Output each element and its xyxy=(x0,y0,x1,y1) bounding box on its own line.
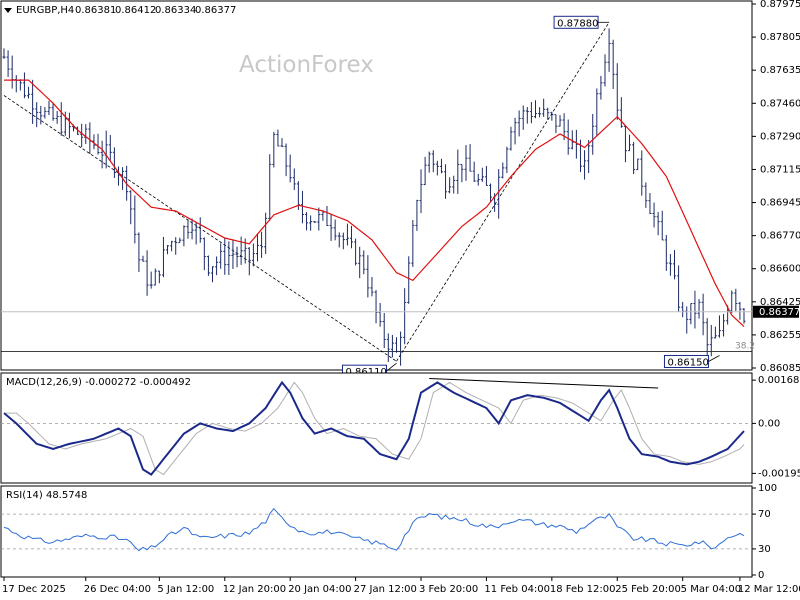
x-tick-label: 17 Dec 2025 xyxy=(2,584,66,595)
rsi-tick-label: 30 xyxy=(758,544,771,555)
x-tick-label: 27 Jan 12:00 xyxy=(354,584,417,595)
macd-tick-label: -0.001953 xyxy=(758,468,800,479)
macd-label: MACD(12,26,9) -0.000272 -0.000492 xyxy=(6,377,191,388)
rsi-tick-label: 0 xyxy=(758,570,764,581)
rsi-tick-label: 70 xyxy=(758,509,771,520)
header-open: 0.86381 xyxy=(75,5,116,16)
price-tick-label: 0.87460 xyxy=(760,98,800,109)
rsi-panel-frame xyxy=(0,485,753,578)
fib-level: 38.2 xyxy=(1,342,755,353)
x-tick-label: 18 Feb 12:00 xyxy=(550,584,616,595)
price-tick-label: 0.87115 xyxy=(760,164,800,175)
rsi-line xyxy=(3,507,745,552)
current-price-box xyxy=(753,305,799,318)
macd-tick-label: 0.00 xyxy=(758,418,780,429)
fib-label: 38.2 xyxy=(735,342,755,352)
price-tick-label: 0.86085 xyxy=(760,363,800,374)
price-annotation-label: 0.87880 xyxy=(557,18,598,29)
x-tick-label: 26 Dec 04:00 xyxy=(84,584,151,595)
macd-divergence-line xyxy=(429,378,659,389)
header-high: 0.86412 xyxy=(115,5,156,16)
x-axis: 17 Dec 2025 26 Dec 04:00 5 Jan 12:00 12 Jan… xyxy=(2,577,800,595)
x-tick-label: 12 Mar 12:00 xyxy=(738,584,800,595)
rsi-panel: RSI(14) 48.5748 100 70 30 0 xyxy=(0,483,777,581)
rsi-tick-label: 100 xyxy=(758,483,777,494)
current-price-marker: 0.86377 xyxy=(1,305,800,318)
x-tick-label: 5 Mar 04:00 xyxy=(681,584,741,595)
price-tick-label: 0.86425 xyxy=(760,297,800,308)
price-annotation-leader xyxy=(386,362,397,372)
price-tick-label: 0.87975 xyxy=(760,0,800,10)
moving-average xyxy=(4,79,745,328)
macd-y-axis: 0.001688 0.00 -0.001953 xyxy=(752,375,800,479)
price-tick-label: 0.87635 xyxy=(760,65,800,76)
x-tick-label: 12 Jan 20:00 xyxy=(223,584,286,595)
macd-panel: MACD(12,26,9) -0.000272 -0.000492 0.0016… xyxy=(0,372,800,484)
current-price-label: 0.86377 xyxy=(759,307,800,318)
x-tick-label: 25 Feb 20:00 xyxy=(615,584,681,595)
macd-lines xyxy=(1,378,752,476)
price-annotation-leader xyxy=(708,355,720,362)
x-tick-label: 3 Feb 20:00 xyxy=(419,584,478,595)
price-annotation-label: 0.86150 xyxy=(667,357,708,368)
price-tick-label: 0.86255 xyxy=(760,330,800,341)
macd-line xyxy=(3,380,745,476)
moving-average-line xyxy=(4,79,745,328)
price-panel: ActionForex 0.87975 0.87805 0.87635 0.87460… xyxy=(0,0,800,378)
price-tick-label: 0.86770 xyxy=(760,231,800,242)
x-tick-label: 20 Jan 04:00 xyxy=(288,584,351,595)
header-low: 0.86334 xyxy=(155,5,196,16)
macd-panel-frame xyxy=(0,372,753,484)
price-tick-label: 0.86600 xyxy=(760,264,800,275)
macd-tick-label: 0.001688 xyxy=(758,375,800,386)
rsi-lines xyxy=(1,507,752,552)
price-tick-label: 0.87290 xyxy=(760,131,800,142)
price-tick-label: 0.87805 xyxy=(760,32,800,43)
rsi-y-axis: 100 70 30 0 xyxy=(752,483,777,581)
macd-signal-line xyxy=(4,381,745,476)
price-tick-label: 0.86945 xyxy=(760,198,800,209)
trendline xyxy=(396,22,610,362)
header-symbol: EURGBP,H4 xyxy=(16,5,74,16)
watermark: ActionForex xyxy=(239,52,374,78)
rsi-label: RSI(14) 48.5748 xyxy=(6,490,87,501)
price-y-axis: 0.87975 0.87805 0.87635 0.87460 0.87290 0.871… xyxy=(752,0,800,374)
x-tick-label: 5 Jan 12:00 xyxy=(157,584,214,595)
dropdown-triangle-icon[interactable] xyxy=(4,8,12,13)
header-close: 0.86377 xyxy=(195,5,236,16)
x-tick-label: 11 Feb 04:00 xyxy=(484,584,550,595)
price-bars xyxy=(2,28,746,366)
